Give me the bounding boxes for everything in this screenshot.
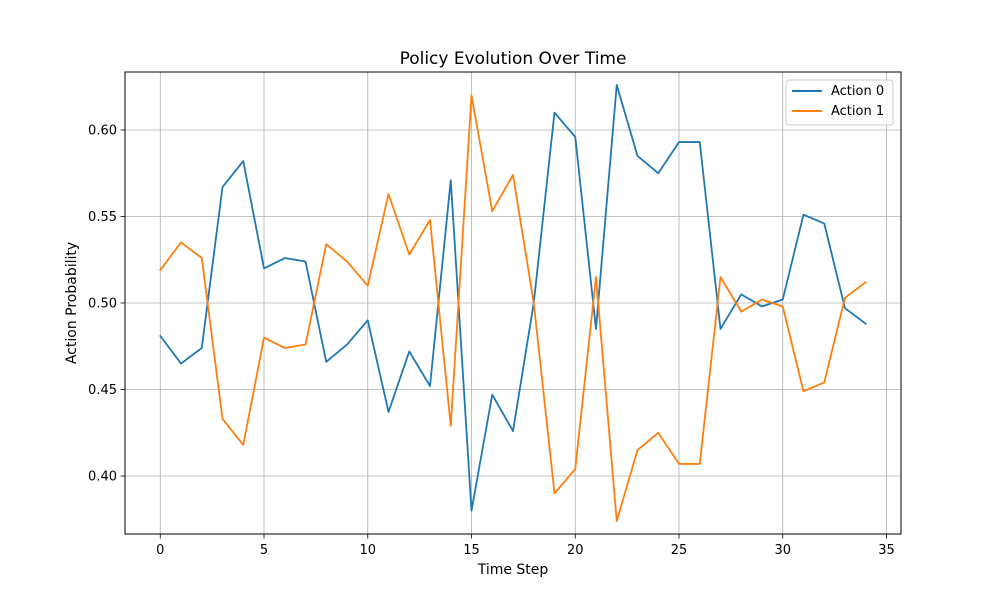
- x-tick-label-7: 35: [878, 543, 895, 558]
- y-tick-label-4: 0.60: [88, 123, 117, 138]
- x-tick-label-4: 20: [567, 543, 584, 558]
- x-axis-label: Time Step: [477, 562, 549, 578]
- axis-ticks: 0 5 10 15 20 25 30 35 0.40 0.45 0.50 0.55 0.60: [88, 123, 895, 558]
- y-tick-label-3: 0.55: [88, 210, 117, 225]
- x-tick-label-2: 10: [359, 543, 376, 558]
- y-axis-label: Action Probability: [64, 242, 80, 364]
- chart-title: Policy Evolution Over Time: [400, 49, 627, 69]
- x-tick-label-3: 15: [463, 543, 480, 558]
- series-line-action-0: [159, 84, 867, 512]
- series-line-action-1: [159, 94, 867, 522]
- series-lines: [159, 84, 867, 522]
- legend: Action 0 Action 1: [785, 79, 894, 126]
- y-tick-label-1: 0.45: [88, 383, 117, 398]
- legend-label-action-1: Action 1: [831, 104, 884, 119]
- x-tick-label-0: 0: [156, 543, 164, 558]
- x-tick-label-1: 5: [260, 543, 268, 558]
- legend-label-action-0: Action 0: [831, 84, 884, 99]
- x-tick-label-6: 30: [774, 543, 791, 558]
- x-tick-label-5: 25: [671, 543, 688, 558]
- y-tick-label-0: 0.40: [88, 470, 117, 485]
- y-tick-label-2: 0.50: [88, 297, 117, 312]
